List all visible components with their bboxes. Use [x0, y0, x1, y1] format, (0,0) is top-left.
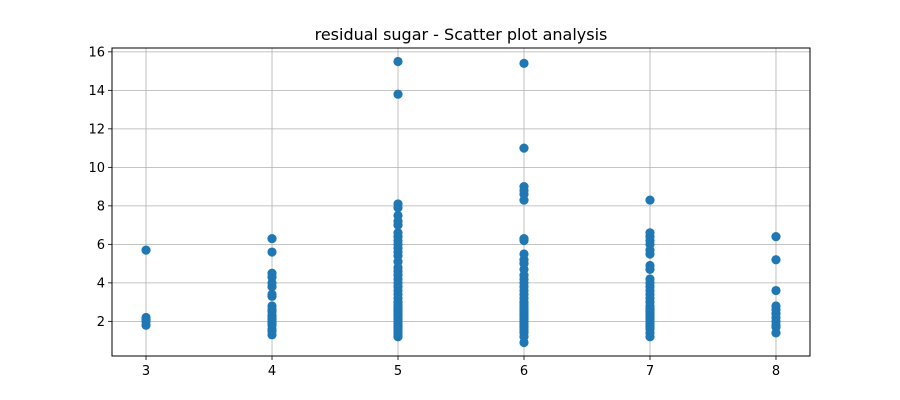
y-tick-label: 14 — [88, 84, 105, 99]
y-tick-label: 8 — [97, 199, 105, 214]
y-tick-label: 12 — [88, 122, 105, 137]
data-point — [519, 233, 529, 244]
data-point — [519, 249, 529, 259]
x-tick-label: 4 — [268, 364, 276, 379]
data-points — [141, 56, 781, 348]
data-point — [141, 245, 151, 255]
plot-frame — [111, 47, 811, 357]
data-point — [771, 301, 781, 311]
data-point — [645, 274, 655, 284]
y-tick-label: 4 — [97, 276, 105, 291]
data-point — [645, 260, 655, 271]
y-tick-label: 2 — [97, 315, 105, 330]
x-tick-label: 5 — [394, 364, 402, 379]
chart-title: residual sugar - Scatter plot analysis — [315, 25, 608, 44]
y-tick-label: 6 — [97, 238, 105, 253]
data-point — [267, 301, 277, 311]
data-point — [267, 268, 277, 278]
data-point — [141, 312, 151, 323]
data-point — [645, 228, 655, 238]
grid-lines — [112, 48, 810, 356]
data-point — [267, 233, 277, 244]
x-tick-label: 3 — [142, 364, 150, 379]
y-tick-label: 10 — [88, 161, 105, 176]
data-point — [267, 289, 277, 299]
data-point — [267, 247, 277, 257]
data-point — [393, 228, 403, 238]
data-point — [393, 210, 403, 221]
data-point — [645, 195, 655, 205]
data-point — [393, 199, 403, 209]
axis-ticks: 3 4 5 6 7 8 2 4 6 8 10 12 14 16 — [88, 45, 780, 379]
y-tick-label: 16 — [88, 45, 105, 60]
data-point — [771, 285, 781, 296]
data-point — [519, 182, 529, 192]
x-tick-label: 8 — [772, 364, 780, 379]
data-point — [771, 232, 781, 242]
data-point — [393, 89, 403, 99]
data-point — [519, 58, 529, 68]
x-tick-label: 6 — [520, 364, 528, 379]
data-point — [519, 143, 529, 153]
data-point — [771, 255, 781, 265]
x-tick-label: 7 — [646, 364, 654, 379]
data-point — [393, 56, 403, 67]
